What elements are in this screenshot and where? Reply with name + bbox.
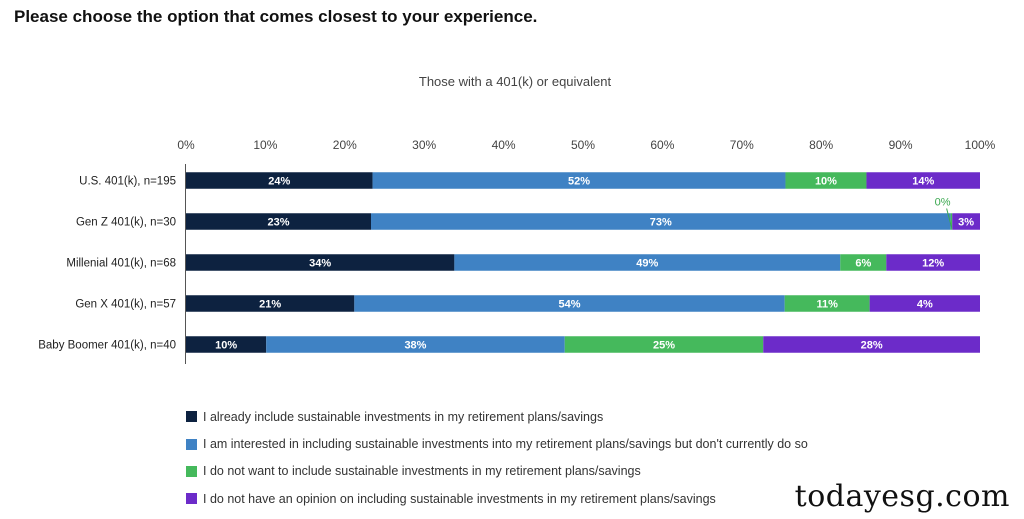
- page-title: Please choose the option that comes clos…: [14, 7, 538, 26]
- legend-swatch-icon: [186, 465, 197, 477]
- category-label: Baby Boomer 401(k), n=40: [38, 340, 176, 352]
- data-label: 3%: [958, 217, 974, 229]
- data-label: 14%: [912, 176, 934, 188]
- bar-segment: [186, 172, 373, 189]
- bar-segment: [886, 254, 980, 271]
- bar-segment: [186, 336, 267, 353]
- legend-item: I already include sustainable investment…: [186, 403, 808, 430]
- x-tick-label: 90%: [889, 138, 913, 152]
- bar-segment: [784, 295, 870, 312]
- watermark: todayesg.com: [794, 479, 1010, 514]
- data-label: 54%: [558, 299, 580, 311]
- bar-segment: [454, 254, 841, 271]
- category-label: Millenial 401(k), n=68: [66, 258, 176, 270]
- x-tick-label: 0%: [177, 138, 195, 152]
- data-label: 12%: [922, 258, 944, 270]
- data-label: 4%: [917, 299, 933, 311]
- x-tick-label: 70%: [730, 138, 754, 152]
- x-tick-label: 40%: [492, 138, 516, 152]
- data-label: 23%: [267, 217, 289, 229]
- bar-segment: [785, 172, 867, 189]
- x-tick-label: 80%: [809, 138, 833, 152]
- legend-label: I do not have an opinion on including su…: [203, 491, 716, 506]
- legend-item: I do not want to include sustainable inv…: [186, 458, 808, 485]
- data-label: 34%: [309, 258, 331, 270]
- bar-segment: [763, 336, 980, 353]
- data-label: 52%: [568, 176, 590, 188]
- bar-segment: [266, 336, 565, 353]
- chart-title: Those with a 401(k) or equivalent: [418, 74, 612, 89]
- bar-segment: [840, 254, 887, 271]
- data-label: 24%: [268, 176, 290, 188]
- bar-segment: [869, 295, 980, 312]
- data-label: 21%: [259, 299, 281, 311]
- leader-line: [946, 208, 953, 228]
- legend-label: I do not want to include sustainable inv…: [203, 464, 641, 479]
- data-label: 28%: [861, 340, 883, 352]
- x-tick-label: 50%: [571, 138, 595, 152]
- bar-segment: [371, 213, 951, 230]
- category-label: U.S. 401(k), n=195: [79, 176, 176, 188]
- legend-label: I am interested in including sustainable…: [203, 437, 808, 452]
- x-tick-label: 60%: [650, 138, 674, 152]
- data-label: 49%: [636, 258, 658, 270]
- data-label: 73%: [650, 217, 672, 229]
- data-label: 38%: [404, 340, 426, 352]
- bar-segment: [372, 172, 786, 189]
- category-label: Gen X 401(k), n=57: [75, 299, 176, 311]
- legend-swatch-icon: [186, 438, 197, 450]
- bar-segment: [564, 336, 764, 353]
- bar-segment: [186, 213, 372, 230]
- x-tick-label: 10%: [253, 138, 277, 152]
- x-tick-label: 20%: [333, 138, 357, 152]
- data-label: 10%: [815, 176, 837, 188]
- data-label: 6%: [855, 258, 871, 270]
- legend-label: I already include sustainable investment…: [203, 409, 604, 424]
- data-label: 25%: [653, 340, 675, 352]
- data-label: 11%: [816, 299, 838, 311]
- bar-segment: [186, 254, 455, 271]
- data-label: 10%: [215, 340, 237, 352]
- legend-swatch-icon: [186, 411, 197, 423]
- bar-segment: [866, 172, 980, 189]
- category-label: Gen Z 401(k), n=30: [76, 217, 176, 229]
- bar-segment: [952, 213, 980, 230]
- x-tick-label: 30%: [412, 138, 436, 152]
- bar-segment: [950, 213, 953, 230]
- legend-item: I do not have an opinion on including su…: [186, 485, 808, 512]
- data-label: 0%: [935, 197, 951, 209]
- legend-swatch-icon: [186, 493, 197, 505]
- stacked-bar-chart: 0% 10% 20% 30% 40% 50% 60% 70% 80% 90% 100% U.S. 40…: [38, 138, 996, 364]
- x-tick-label: 100%: [965, 138, 996, 152]
- bar-segment: [186, 295, 355, 312]
- legend-item: I am interested in including sustainable…: [186, 430, 808, 457]
- chart-legend: I already include sustainable investment…: [186, 403, 808, 513]
- bar-segment: [354, 295, 785, 312]
